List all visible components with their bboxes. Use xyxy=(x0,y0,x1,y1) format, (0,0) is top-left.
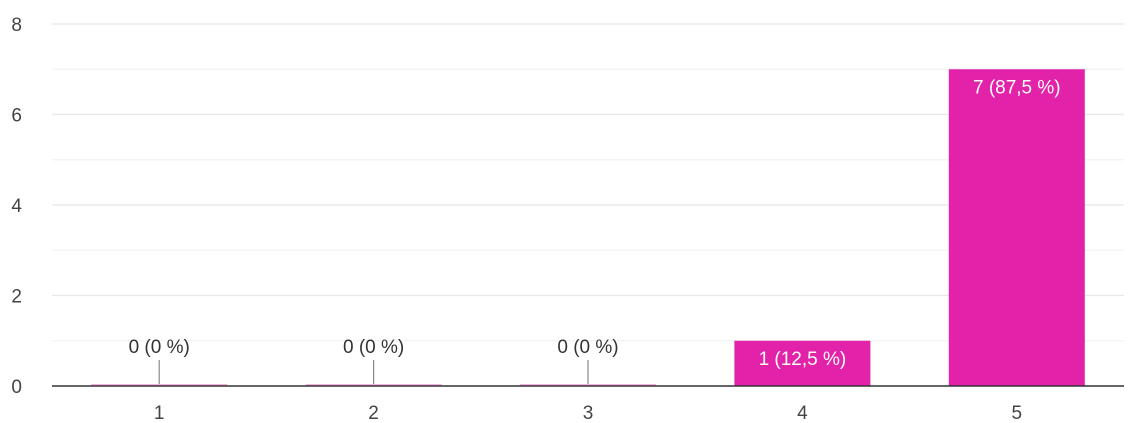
y-axis-ticks: 0 2 4 6 8 xyxy=(11,15,22,398)
bars xyxy=(91,69,1085,386)
data-label: 7 (87,5 %) xyxy=(973,77,1061,98)
data-label: 0 (0 %) xyxy=(557,337,618,358)
bar-5 xyxy=(948,69,1085,386)
data-labels: 0 (0 %) 0 (0 %) 0 (0 %) 1 (12,5 %) 7 (87,5 %… xyxy=(129,77,1061,384)
y-tick-label: 8 xyxy=(11,15,22,36)
bar-1 xyxy=(91,384,228,386)
data-label: 1 (12,5 %) xyxy=(759,349,847,370)
y-tick-label: 0 xyxy=(11,377,22,398)
x-tick-label: 5 xyxy=(1012,403,1023,423)
bar-3 xyxy=(520,384,656,386)
x-axis-ticks: 1 2 3 4 5 xyxy=(154,403,1022,423)
gridlines xyxy=(52,23,1124,342)
data-label: 0 (0 %) xyxy=(343,337,404,358)
x-tick-label: 1 xyxy=(154,403,165,423)
bar-2 xyxy=(305,384,442,386)
x-tick-label: 4 xyxy=(797,403,808,423)
bar-4 xyxy=(734,340,871,386)
data-label: 0 (0 %) xyxy=(129,337,190,358)
y-tick-label: 4 xyxy=(11,196,22,217)
x-tick-label: 3 xyxy=(583,403,594,423)
y-tick-label: 2 xyxy=(11,287,22,308)
x-tick-label: 2 xyxy=(368,403,379,423)
y-tick-label: 6 xyxy=(11,106,22,127)
